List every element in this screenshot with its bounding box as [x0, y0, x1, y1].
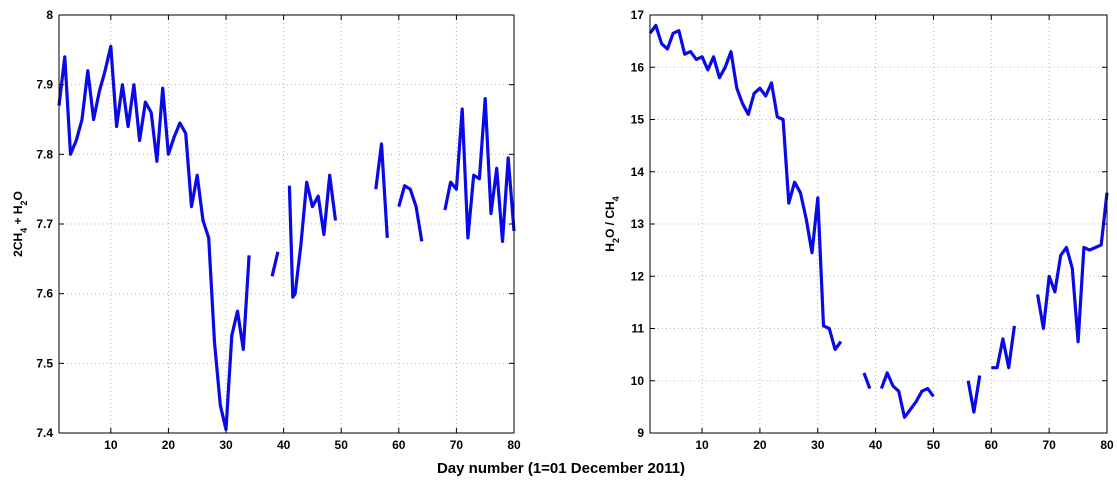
y-axis-label-subscript: 2	[19, 200, 29, 205]
x-tick-label: 40	[277, 438, 291, 452]
y-tick-label: 7.5	[36, 356, 53, 370]
data-line-segment	[287, 173, 338, 299]
y-axis-label-subscript: 4	[611, 196, 621, 201]
y-axis-label-text: O	[11, 191, 25, 200]
y-axis-label: H2O / CH4	[603, 196, 621, 251]
y-tick-label: 7.9	[36, 78, 53, 92]
left-chart-panel: 10 20 30 40 50 60 70 80 7.4 7.5 7.6 7.7 7.8 7.9 8 2CH4 …	[11, 8, 521, 452]
x-tick-label: 50	[927, 438, 941, 452]
x-tick-label: 60	[392, 438, 406, 452]
data-line-segment	[57, 44, 251, 432]
y-tick-label: 8	[46, 8, 53, 22]
y-tick-label: 11	[631, 322, 644, 336]
x-tick-label: 20	[753, 438, 767, 452]
x-tick-label: 70	[450, 438, 464, 452]
y-tick-label: 7.7	[36, 217, 53, 231]
y-axis-label-subscript: 2	[611, 238, 621, 243]
x-tick-label: 80	[1100, 438, 1114, 452]
x-axis-label: Day number (1=01 December 2011)	[437, 460, 685, 477]
y-tick-label: 12	[631, 269, 645, 283]
data-line-segment	[862, 372, 872, 390]
y-axis-label: 2CH4 + H2O	[11, 191, 29, 257]
data-line-segment	[270, 251, 280, 277]
x-tick-label: 10	[695, 438, 709, 452]
y-tick-label: 17	[631, 8, 645, 22]
data-line-segment	[991, 325, 1016, 370]
data-line-segment	[443, 96, 516, 243]
x-tick-label: 80	[507, 438, 521, 452]
y-tick-label: 16	[631, 60, 645, 74]
right-chart-panel: 10 20 30 40 50 60 70 80 9 10 11 12 13 14 15 16 17 H2O / C…	[603, 8, 1114, 452]
data-line-segment	[397, 184, 424, 242]
x-tick-label: 10	[104, 438, 118, 452]
data-line-segment	[648, 23, 843, 351]
x-tick-label: 20	[162, 438, 176, 452]
data-line-segment	[879, 371, 935, 419]
y-tick-label: 10	[631, 374, 645, 388]
y-axis-label-text: + H	[11, 205, 25, 227]
data-line-segment	[1036, 192, 1109, 344]
y-tick-label: 13	[631, 217, 645, 231]
x-tick-label: 40	[869, 438, 883, 452]
y-tick-label: 7.8	[36, 147, 53, 161]
x-tick-label: 30	[811, 438, 825, 452]
x-tick-label: 50	[335, 438, 349, 452]
y-axis-label-text: H	[603, 243, 617, 252]
y-tick-label: 7.4	[36, 426, 53, 440]
y-axis-label-text: O / CH	[603, 201, 617, 238]
x-tick-label: 60	[985, 438, 999, 452]
data-line-segment	[374, 142, 389, 238]
y-axis-label-subscript: 4	[19, 228, 29, 233]
y-tick-label: 14	[631, 165, 645, 179]
x-tick-label: 70	[1042, 438, 1056, 452]
y-tick-label: 15	[631, 113, 645, 127]
x-tick-label: 30	[219, 438, 233, 452]
data-line-segment	[966, 375, 982, 414]
y-axis-label-text: 2CH	[11, 233, 25, 257]
y-tick-label: 9	[637, 426, 644, 440]
y-tick-label: 7.6	[36, 287, 53, 301]
